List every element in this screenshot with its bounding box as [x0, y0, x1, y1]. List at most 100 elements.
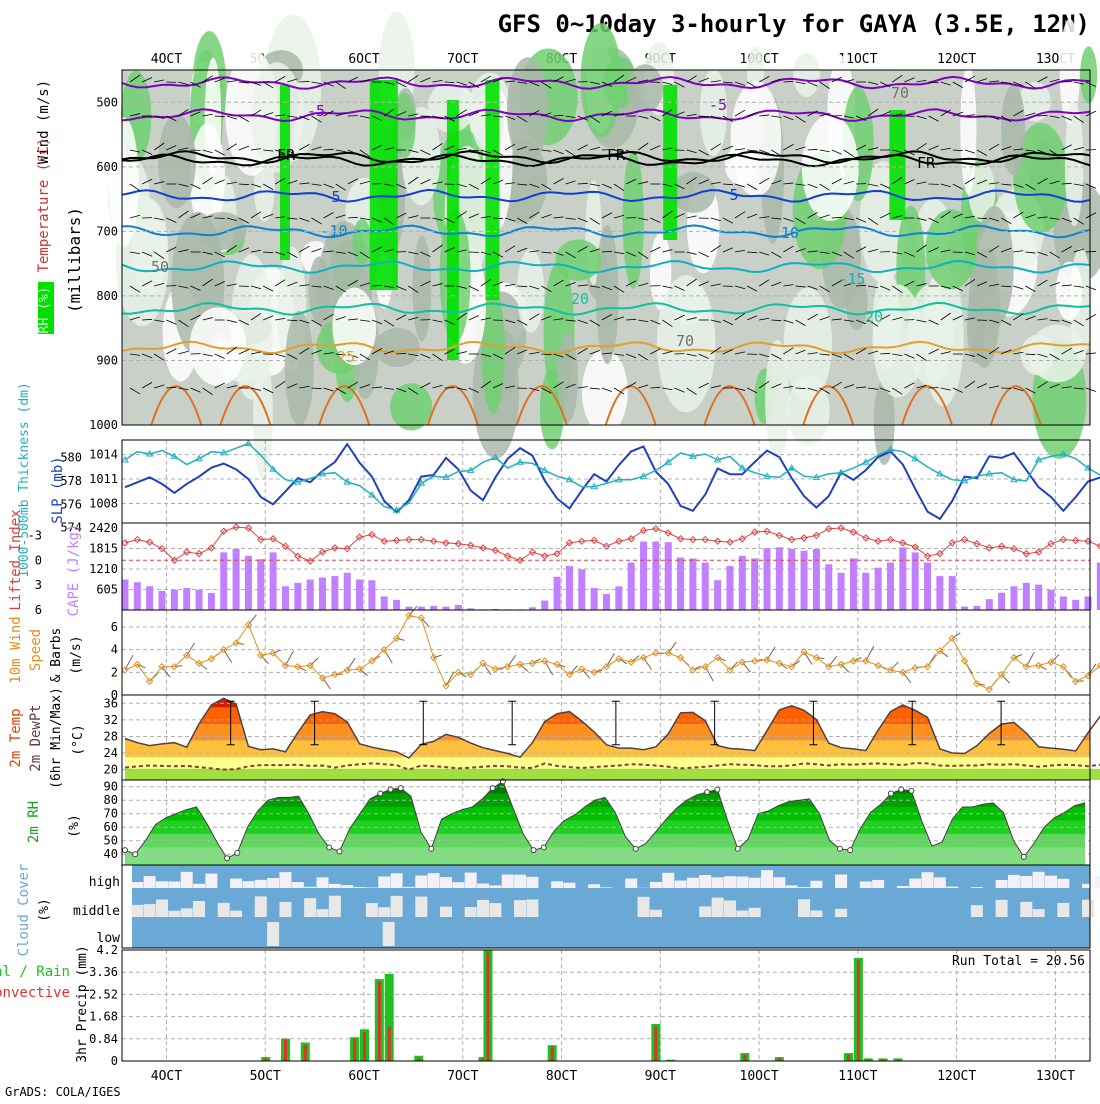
- rh-tick-label: 40: [104, 847, 118, 861]
- rh-shade-blob: [517, 249, 544, 332]
- cape-bar: [220, 552, 227, 610]
- rh-shade-blob: [1056, 262, 1083, 321]
- pressure-tick-label: 500: [96, 95, 118, 109]
- rh-point: [429, 846, 434, 851]
- cape-bar: [998, 593, 1005, 610]
- cape-bar: [294, 583, 301, 610]
- cape-bar: [196, 590, 203, 610]
- pressure-tick-label: 600: [96, 160, 118, 174]
- cape-bar: [270, 552, 277, 610]
- date-tick-bottom: 12OCT: [937, 1069, 976, 1084]
- contour-label: FR: [277, 146, 296, 164]
- cloud-middle-bar: [156, 899, 168, 917]
- cloud-middle-bar: [440, 907, 452, 917]
- cape-bar: [961, 607, 968, 610]
- pressure-tick-label: 700: [96, 224, 118, 238]
- precip-tick-label: 0.84: [89, 1032, 118, 1046]
- cloud-middle-bar: [749, 908, 761, 917]
- cape-bar: [726, 566, 733, 610]
- cloud-low-bar: [267, 922, 279, 946]
- pressure-tick-label: 900: [96, 353, 118, 367]
- li-tick-label: -3: [28, 528, 42, 542]
- rh-point: [378, 791, 383, 796]
- cloud-middle-bar: [650, 910, 662, 917]
- cape-bar: [134, 582, 141, 610]
- cloud-high-bar: [255, 880, 267, 888]
- cloud-middle-bar: [1057, 903, 1069, 917]
- rh-point: [848, 848, 853, 853]
- precip-label-convective: Convective: [0, 985, 70, 1001]
- rh-shade-blob: [872, 284, 923, 397]
- rh-shade-blob: [802, 115, 859, 221]
- contour-label: 70: [676, 332, 694, 350]
- cloud-middle-bar: [329, 896, 341, 917]
- cloud-high-bar: [131, 882, 143, 888]
- cape-bar: [912, 552, 919, 610]
- run-total-label: Run Total = 20.56: [952, 954, 1085, 969]
- temp-tick-label: 32: [104, 713, 118, 727]
- rh-point: [735, 846, 740, 851]
- cape-bar: [282, 586, 289, 610]
- precip-convective-bar: [847, 1054, 850, 1061]
- cloud-high-bar: [156, 881, 168, 888]
- precip-tick-label: 2.52: [89, 987, 118, 1001]
- cloud-middle-bar: [181, 908, 193, 917]
- precip-convective-bar: [378, 982, 381, 1061]
- cloud-high-bar: [1057, 879, 1069, 888]
- rh-shade-blob: [507, 57, 548, 164]
- cloud-high-bar: [279, 872, 291, 888]
- cloud-high-bar: [1008, 875, 1020, 888]
- cloud-middle-bar: [724, 900, 736, 917]
- slp-tick-label: 1014: [89, 448, 118, 462]
- temp-tick-label: 24: [104, 746, 118, 760]
- rh-shade-blob: [731, 81, 782, 197]
- cloud-high-bar: [810, 881, 822, 888]
- rh-shade-blob: [1080, 46, 1097, 103]
- cape-bar: [899, 547, 906, 610]
- slp-axis-label: SLP (mb): [50, 456, 66, 523]
- cloud-high-bar: [1094, 876, 1100, 888]
- rh-high-column: [889, 110, 905, 220]
- cloud-middle-bar: [489, 903, 501, 917]
- li-tick-label: 0: [35, 553, 42, 567]
- cloud-high-bar: [946, 887, 958, 888]
- cloud-high-bar: [317, 877, 329, 888]
- cape-bar: [801, 551, 808, 610]
- precip-convective-bar: [857, 961, 860, 1061]
- cloud-axis-label-1: Cloud Cover: [16, 864, 32, 957]
- cloud-middle-bar: [1082, 900, 1094, 917]
- date-tick-bottom: 11OCT: [838, 1069, 877, 1084]
- cape-bar: [171, 590, 178, 610]
- precip-convective-bar: [654, 1027, 657, 1061]
- date-tick-top: 12OCT: [937, 52, 976, 67]
- contour-label: 5: [331, 188, 340, 206]
- cape-bar: [850, 558, 857, 610]
- cloud-middle-bar: [218, 903, 230, 917]
- wind-axis-label-4: (m/s): [69, 635, 84, 674]
- contour-label: 70: [891, 84, 909, 102]
- rh-tick-label: 50: [104, 834, 118, 848]
- cape-bar: [257, 559, 264, 610]
- wind-axis-label-2: Speed: [28, 629, 44, 671]
- cloud-middle-bar: [996, 900, 1008, 917]
- precip-convective-bar: [284, 1040, 287, 1061]
- cape-bar: [1047, 590, 1054, 610]
- cloud-high-bar: [699, 875, 711, 888]
- cloud-high-bar: [354, 887, 366, 888]
- cloud-high-bar: [205, 874, 217, 888]
- cape-bar: [159, 591, 166, 610]
- cape-bar: [665, 542, 672, 610]
- cloud-middle-bar: [378, 907, 390, 917]
- contour-label: -15: [838, 270, 865, 288]
- rh-shade-blob: [1029, 325, 1086, 382]
- rh-point: [541, 845, 546, 850]
- temp-tick-label: 28: [104, 729, 118, 743]
- cape-bar: [405, 607, 412, 610]
- rh-point: [490, 786, 495, 791]
- cape-bar: [1060, 596, 1067, 610]
- precip-convective-bar: [363, 1032, 366, 1061]
- date-tick-bottom: 6OCT: [348, 1069, 379, 1084]
- cloud-middle-bar: [514, 900, 526, 917]
